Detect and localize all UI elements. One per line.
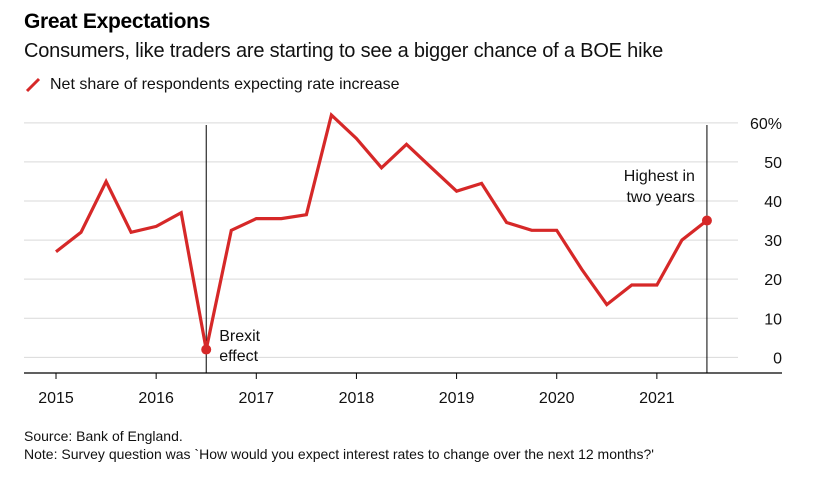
y-tick-label: 50 [764, 155, 782, 172]
survey-note: Note: Survey question was `How would you… [24, 446, 654, 462]
annotation-label: effect [219, 348, 258, 365]
annotation-label: Highest in [624, 168, 695, 185]
annotation-label: two years [626, 189, 694, 206]
x-tick-label: 2019 [439, 390, 475, 407]
y-tick-label: 0 [773, 350, 782, 367]
legend-line-icon [25, 77, 41, 93]
x-tick-label: 2015 [38, 390, 74, 407]
x-tick-label: 2021 [639, 390, 675, 407]
line-chart: 0 10 20 30 40 50 60% 2015 2016 2017 2018 2019 2020 20… [24, 111, 782, 407]
y-tick-label: 20 [764, 272, 782, 289]
series-line [55, 111, 708, 350]
x-tick-label: 2020 [539, 390, 575, 407]
chart-subtitle: Consumers, like traders are starting to … [24, 40, 664, 62]
y-tick-label: 60% [750, 116, 782, 133]
legend: Net share of respondents expecting rate … [24, 76, 400, 94]
annotation-label: Brexit [219, 328, 260, 345]
y-tick-label: 30 [764, 233, 782, 250]
x-tick-label: 2018 [339, 390, 375, 407]
x-tick-label: 2016 [138, 390, 174, 407]
y-tick-label: 10 [764, 311, 782, 328]
x-tick-label: 2017 [238, 390, 274, 407]
source-note: Source: Bank of England. [24, 428, 183, 444]
chart-title: Great Expectations [24, 10, 210, 33]
legend-label: Net share of respondents expecting rate … [50, 76, 400, 93]
y-tick-label: 40 [764, 194, 782, 211]
data-point-marker [201, 344, 212, 355]
data-point-marker [701, 215, 712, 226]
